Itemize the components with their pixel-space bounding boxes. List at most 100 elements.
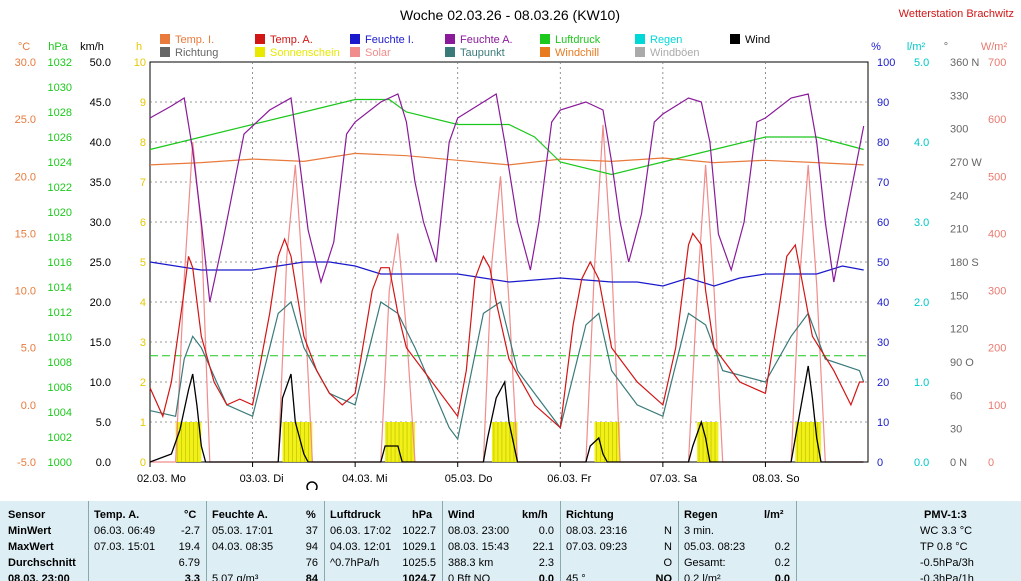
humidity-tick-label: 60 bbox=[877, 217, 889, 229]
legend-swatch bbox=[635, 34, 645, 44]
pressure-tick-label: 1032 bbox=[48, 57, 72, 69]
stats-rain-t: 3 min. bbox=[684, 525, 714, 537]
stats-pmv: WC 3.3 °C bbox=[920, 525, 973, 537]
stats-label: MaxWert bbox=[8, 541, 54, 553]
weather-chart: Woche 02.03.26 - 08.03.26 (KW10) Wetters… bbox=[15, 7, 1014, 490]
direction-tick-label: 60 bbox=[950, 390, 962, 402]
wind-tick-label: 10.0 bbox=[90, 377, 111, 389]
legend-swatch bbox=[255, 47, 265, 57]
legend-swatch bbox=[635, 47, 645, 57]
rain-tick-label: 3.0 bbox=[914, 217, 929, 229]
legend-label: Solar bbox=[365, 47, 391, 59]
header-hum: Feuchte A. bbox=[212, 509, 268, 521]
humidity-tick-label: 20 bbox=[877, 377, 889, 389]
header-pmv: PMV-1:3 bbox=[924, 509, 967, 521]
stats-rain-t: 05.03. 08:23 bbox=[684, 541, 746, 553]
stats-rain-v: 0.2 bbox=[774, 557, 790, 569]
temp-tick-label: 10.0 bbox=[15, 286, 36, 298]
legend-swatch bbox=[540, 34, 550, 44]
solar-tick-label: 300 bbox=[988, 286, 1006, 298]
stats-temp-t: 07.03. 15:01 bbox=[94, 541, 156, 553]
stats-panel: Sensor Temp. A. °C Feuchte A. % Luftdruc… bbox=[0, 501, 1021, 581]
solar-tick-label: 500 bbox=[988, 171, 1006, 183]
x-tick-label: 06.03. Fr bbox=[547, 473, 591, 485]
stats-hum-t: 5.07 g/m³ bbox=[212, 573, 259, 581]
sun-tick-label: 4 bbox=[140, 297, 146, 309]
pressure-tick-label: 1026 bbox=[48, 132, 72, 144]
temp-unit-label: °C bbox=[18, 41, 30, 53]
rain-tick-label: 4.0 bbox=[914, 137, 929, 149]
sunshine-bar bbox=[697, 422, 719, 462]
pressure-tick-label: 1014 bbox=[48, 282, 72, 294]
stats-pmv: TP 0.8 °C bbox=[920, 541, 968, 553]
legend-swatch bbox=[445, 34, 455, 44]
temp-tick-label: 15.0 bbox=[15, 228, 36, 240]
stats-temp-t: 06.03. 06:49 bbox=[94, 525, 156, 537]
solar-tick-label: 100 bbox=[988, 400, 1006, 412]
stats-hum-v: 37 bbox=[305, 525, 318, 537]
wind-tick-label: 0.0 bbox=[96, 457, 111, 469]
direction-tick-label: 360 N bbox=[950, 57, 979, 69]
legend-label: Richtung bbox=[175, 47, 218, 59]
rain-tick-label: 2.0 bbox=[914, 297, 929, 309]
header-dir: Richtung bbox=[566, 509, 614, 521]
x-tick-label: 07.03. Sa bbox=[650, 473, 698, 485]
solar-tick-label: 600 bbox=[988, 114, 1006, 126]
temp-tick-label: 25.0 bbox=[15, 114, 36, 126]
stats-pmv: -0.5hPa/3h bbox=[920, 557, 974, 569]
stats-wind-v: 22.1 bbox=[532, 541, 554, 553]
humidity-unit-label: % bbox=[871, 41, 881, 53]
legend-label: Temp. I. bbox=[175, 34, 214, 46]
legend-swatch bbox=[540, 47, 550, 57]
wind-tick-label: 50.0 bbox=[90, 57, 111, 69]
header-hum-unit: % bbox=[306, 509, 316, 521]
legend-swatch bbox=[160, 47, 170, 57]
pressure-tick-label: 1016 bbox=[48, 257, 72, 269]
stats-wind-v: 2.3 bbox=[538, 557, 554, 569]
stats-rain-t: 0.2 l/m² bbox=[684, 573, 721, 581]
humidity-tick-label: 10 bbox=[877, 417, 889, 429]
header-press-unit: hPa bbox=[412, 509, 433, 521]
wind-tick-label: 35.0 bbox=[90, 177, 111, 189]
rain-tick-label: 1.0 bbox=[914, 377, 929, 389]
stats-hum-t: 05.03. 17:01 bbox=[212, 525, 274, 537]
stats-dir-t: 08.03. 23:16 bbox=[566, 525, 628, 537]
x-tick-label: 05.03. Do bbox=[445, 473, 493, 485]
direction-unit-label: ° bbox=[944, 41, 948, 53]
humidity-tick-label: 90 bbox=[877, 97, 889, 109]
pressure-tick-label: 1002 bbox=[48, 432, 72, 444]
x-axis-labels: 02.03. Mo 03.03. Di 04.03. Mi 05.03. Do 06.0… bbox=[137, 462, 800, 490]
direction-tick-label: 210 bbox=[950, 224, 968, 236]
legend-label: Wind bbox=[745, 34, 770, 46]
wind-tick-label: 45.0 bbox=[90, 97, 111, 109]
stats-row: Durchschnitt 6.79 76 ^0.7hPa/h 1025.5 388.3 k… bbox=[0, 555, 1021, 571]
sun-tick-label: 7 bbox=[140, 177, 146, 189]
pressure-tick-label: 1000 bbox=[48, 457, 72, 469]
stats-hum-v: 76 bbox=[305, 557, 318, 569]
temp-tick-label: 20.0 bbox=[15, 171, 36, 183]
wind-tick-label: 20.0 bbox=[90, 297, 111, 309]
pressure-tick-label: 1018 bbox=[48, 232, 72, 244]
stats-press-v: 1029.1 bbox=[402, 541, 436, 553]
header-press: Luftdruck bbox=[330, 509, 381, 521]
stats-press-v: 1024.7 bbox=[402, 573, 436, 581]
legend-swatch bbox=[730, 34, 740, 44]
x-tick-label: 04.03. Mi bbox=[342, 473, 387, 485]
legend-label: Windböen bbox=[650, 47, 700, 59]
stats-temp-v: 19.4 bbox=[178, 541, 200, 553]
legend-label: Windchill bbox=[555, 47, 599, 59]
direction-tick-label: 240 bbox=[950, 190, 968, 202]
series-wind bbox=[149, 365, 864, 463]
x-tick-label: 03.03. Di bbox=[240, 473, 284, 485]
stats-press-t: ^0.7hPa/h bbox=[330, 557, 380, 569]
chart-title: Woche 02.03.26 - 08.03.26 (KW10) bbox=[400, 7, 620, 23]
stats-rain-v: 0.2 bbox=[774, 541, 790, 553]
solar-tick-label: 400 bbox=[988, 228, 1006, 240]
header-temp: Temp. A. bbox=[94, 509, 140, 521]
wind-tick-label: 40.0 bbox=[90, 137, 111, 149]
temp-tick-label: 0.0 bbox=[21, 400, 36, 412]
pressure-tick-label: 1010 bbox=[48, 332, 72, 344]
stats-temp-v: -2.7 bbox=[181, 525, 200, 537]
sun-tick-label: 10 bbox=[134, 57, 146, 69]
humidity-tick-label: 100 bbox=[877, 57, 895, 69]
